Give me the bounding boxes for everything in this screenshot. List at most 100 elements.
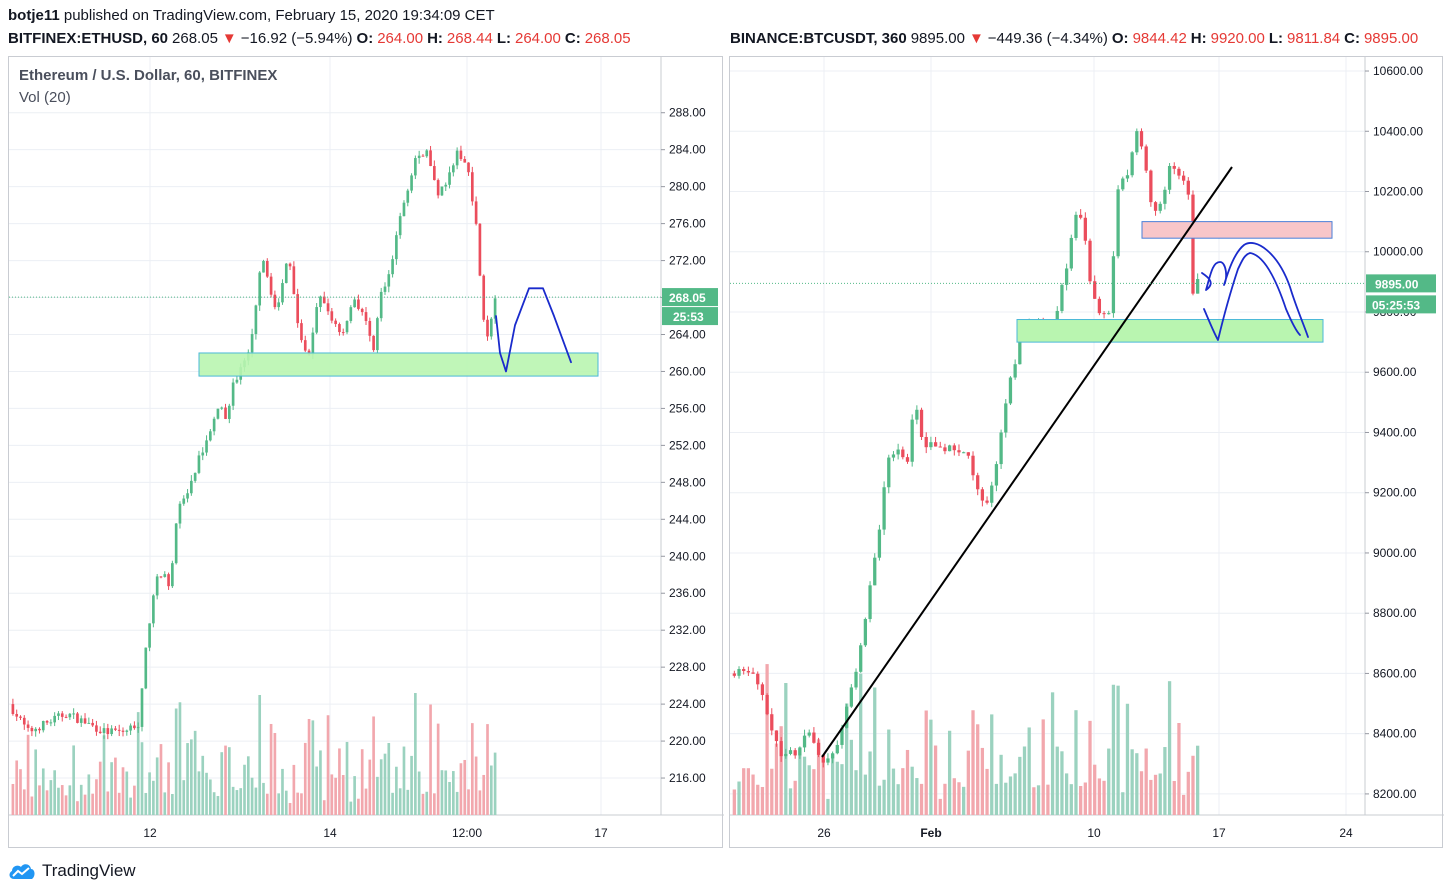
btc-candle-body bbox=[976, 475, 980, 490]
btc-chart-svg[interactable]: 10600.0010400.0010200.0010000.009800.009… bbox=[730, 57, 1444, 849]
btc-candle-body bbox=[999, 432, 1003, 465]
eth-candle-body bbox=[474, 201, 478, 224]
btc-volume-bar bbox=[1111, 684, 1116, 815]
btc-candle-body bbox=[873, 557, 877, 586]
eth-candle-body bbox=[64, 716, 68, 718]
btc-candle-body bbox=[1158, 203, 1162, 211]
btc-y-tick-label: 8400.00 bbox=[1373, 727, 1417, 741]
eth-volume-bar bbox=[368, 759, 372, 815]
eth-candle-body bbox=[326, 303, 330, 312]
btc-volume-bar bbox=[1050, 692, 1055, 815]
eth-candle-body bbox=[224, 407, 227, 419]
eth-candle-body bbox=[368, 320, 372, 336]
eth-candle-body bbox=[315, 307, 318, 333]
btc-volume-bar bbox=[985, 768, 989, 815]
btc-volume-bar bbox=[859, 673, 863, 815]
author-name[interactable]: botje11 bbox=[8, 7, 60, 24]
btc-countdown-badge bbox=[1366, 295, 1436, 314]
eth-drawn-projection-line bbox=[495, 287, 572, 373]
btc-candle-body bbox=[1181, 175, 1186, 181]
tradingview-logo[interactable]: TradingView bbox=[8, 858, 136, 884]
left-symbol[interactable]: BITFINEX:ETHUSD, 60 bbox=[8, 30, 169, 47]
btc-candle-body bbox=[1144, 146, 1148, 171]
btc-chart-panel[interactable]: 10600.0010400.0010200.0010000.009800.009… bbox=[729, 56, 1444, 849]
btc-volume-bar bbox=[1102, 780, 1106, 815]
eth-y-tick-label: 280.00 bbox=[669, 180, 706, 194]
btc-volume-bar bbox=[1083, 782, 1087, 815]
eth-volume-indicator-label[interactable]: Vol (20) bbox=[19, 89, 71, 106]
eth-y-tick-label: 272.00 bbox=[669, 254, 706, 268]
eth-candle-body bbox=[197, 455, 201, 473]
btc-candle-body bbox=[915, 409, 919, 420]
eth-volume-bar bbox=[220, 752, 224, 815]
eth-volume-bar bbox=[216, 796, 220, 815]
btc-candle-body bbox=[849, 687, 853, 707]
eth-candle-body bbox=[110, 728, 113, 735]
btc-candle-body bbox=[1135, 131, 1139, 153]
eth-x-tick-label: 14 bbox=[323, 826, 337, 840]
btc-candle-body bbox=[947, 445, 952, 452]
eth-volume-bar bbox=[425, 791, 429, 815]
btc-candle-body bbox=[966, 452, 970, 456]
eth-candle-body bbox=[106, 728, 110, 735]
eth-chart-panel[interactable]: 288.00284.00280.00276.00272.00268.00264.… bbox=[8, 56, 724, 849]
btc-y-tick-label: 9600.00 bbox=[1373, 365, 1417, 379]
eth-candle-body bbox=[159, 576, 163, 578]
eth-volume-bar bbox=[330, 774, 334, 815]
btc-candle-body bbox=[1167, 165, 1172, 190]
eth-volume-bar bbox=[76, 801, 79, 815]
btc-candle-body bbox=[877, 529, 882, 558]
eth-volume-bar bbox=[79, 784, 83, 815]
eth-candle-body bbox=[178, 503, 182, 524]
eth-volume-bar bbox=[338, 748, 341, 815]
btc-volume-bar bbox=[1064, 773, 1069, 815]
btc-volume-bar bbox=[877, 785, 882, 815]
btc-y-tick-label: 8600.00 bbox=[1373, 666, 1417, 680]
eth-volume-bar bbox=[121, 767, 125, 815]
eth-candle-body bbox=[470, 172, 474, 202]
eth-candle-body bbox=[379, 291, 383, 319]
btc-volume-bar bbox=[1004, 782, 1008, 815]
btc-volume-bar bbox=[1041, 719, 1045, 815]
eth-candle-body bbox=[133, 725, 136, 729]
eth-candle-body bbox=[129, 725, 132, 731]
eth-volume-bar bbox=[402, 746, 406, 815]
eth-candle-body bbox=[303, 340, 307, 351]
eth-volume-bar bbox=[322, 800, 326, 815]
btc-volume-bar bbox=[994, 783, 999, 815]
btc-volume-bar bbox=[901, 768, 905, 815]
eth-volume-bar bbox=[98, 761, 102, 815]
eth-volume-bar bbox=[102, 735, 106, 815]
eth-volume-bar bbox=[144, 792, 148, 815]
eth-candle-body bbox=[231, 382, 235, 406]
btc-volume-bar bbox=[845, 703, 849, 815]
right-l-label: L: bbox=[1268, 30, 1284, 47]
btc-candle-body bbox=[1102, 313, 1106, 315]
btc-candle-body bbox=[774, 730, 779, 742]
eth-candle-body bbox=[311, 332, 315, 355]
eth-y-tick-label: 252.00 bbox=[669, 438, 706, 452]
eth-volume-bar bbox=[265, 793, 269, 815]
eth-volume-bar bbox=[391, 792, 394, 815]
btc-volume-bar bbox=[854, 770, 858, 815]
btc-volume-bar bbox=[999, 754, 1003, 815]
eth-candle-body bbox=[22, 717, 26, 725]
eth-volume-bar bbox=[341, 775, 345, 815]
eth-volume-bar bbox=[452, 771, 455, 815]
eth-volume-bar bbox=[34, 749, 38, 815]
eth-volume-bar bbox=[345, 741, 349, 815]
btc-candle-body bbox=[1116, 189, 1120, 257]
eth-volume-bar bbox=[493, 752, 497, 815]
btc-volume-bar bbox=[896, 784, 900, 815]
btc-volume-bar bbox=[802, 756, 807, 815]
eth-candle-body bbox=[436, 180, 440, 196]
btc-volume-bar bbox=[1196, 745, 1200, 815]
right-o-label: O: bbox=[1111, 30, 1129, 47]
eth-candle-body bbox=[15, 713, 19, 717]
eth-chart-svg[interactable]: 288.00284.00280.00276.00272.00268.00264.… bbox=[9, 57, 724, 849]
eth-chart-title: Ethereum / U.S. Dollar, 60, BITFINEX bbox=[19, 67, 278, 84]
right-symbol[interactable]: BINANCE:BTCUSDT, 360 bbox=[730, 30, 907, 47]
eth-volume-bar bbox=[398, 788, 402, 815]
eth-y-tick-label: 236.00 bbox=[669, 586, 706, 600]
btc-volume-bar bbox=[821, 756, 825, 815]
